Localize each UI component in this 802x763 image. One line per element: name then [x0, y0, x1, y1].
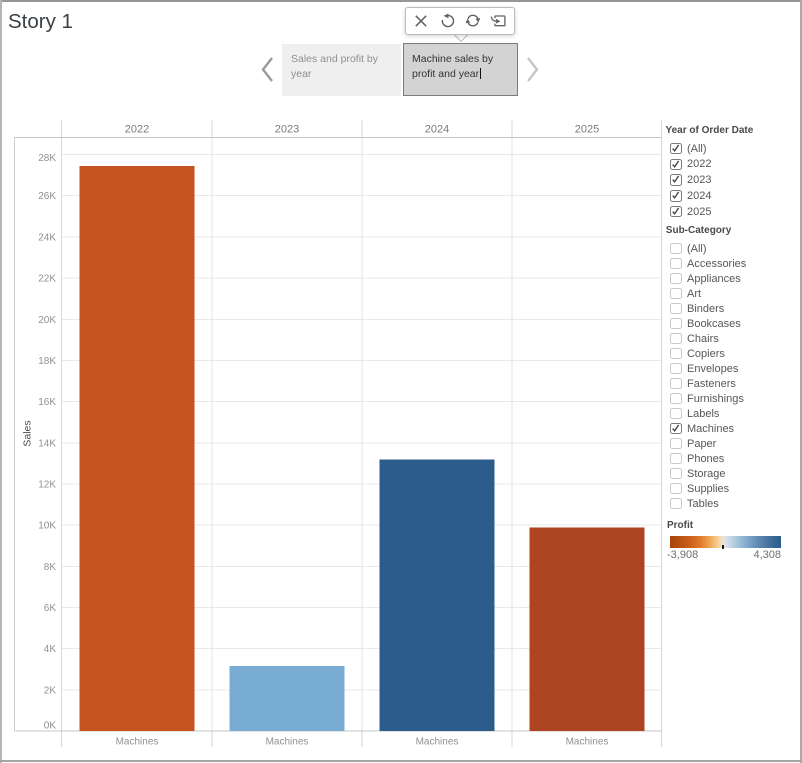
svg-text:2025: 2025: [575, 124, 599, 136]
svg-text:4K: 4K: [44, 644, 57, 655]
svg-text:Machines: Machines: [116, 737, 159, 748]
svg-text:2023: 2023: [275, 124, 299, 136]
svg-text:0K: 0K: [44, 721, 57, 732]
svg-text:Machines: Machines: [416, 737, 459, 748]
svg-text:6K: 6K: [44, 603, 57, 614]
svg-text:22K: 22K: [38, 274, 56, 285]
svg-text:16K: 16K: [38, 397, 56, 408]
svg-text:2024: 2024: [425, 124, 449, 136]
svg-text:Machines: Machines: [566, 737, 609, 748]
svg-text:24K: 24K: [38, 232, 56, 243]
svg-text:20K: 20K: [38, 315, 56, 326]
svg-text:14K: 14K: [38, 438, 56, 449]
svg-text:12K: 12K: [38, 480, 56, 491]
svg-text:8K: 8K: [44, 562, 57, 573]
svg-text:10K: 10K: [38, 521, 56, 532]
svg-text:28K: 28K: [38, 153, 56, 164]
svg-text:Machines: Machines: [266, 737, 309, 748]
svg-text:Sales: Sales: [22, 420, 34, 446]
svg-text:2K: 2K: [44, 685, 57, 696]
svg-text:2022: 2022: [125, 124, 149, 136]
svg-text:26K: 26K: [38, 191, 56, 202]
svg-text:18K: 18K: [38, 356, 56, 367]
